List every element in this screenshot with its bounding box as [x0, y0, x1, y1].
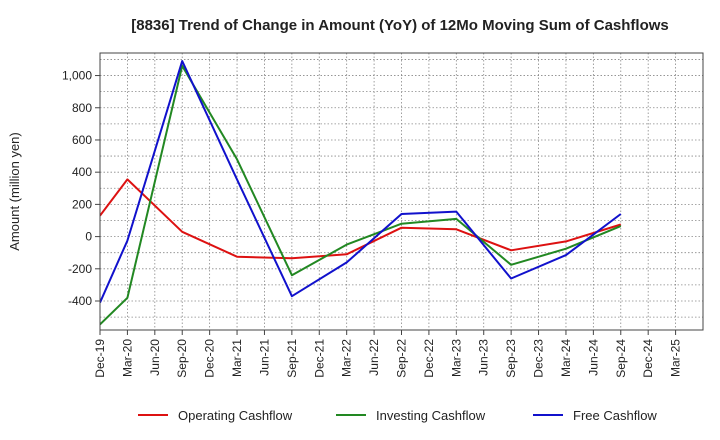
x-tick-label: Sep-24: [614, 339, 628, 378]
legend: Operating Cashflow Investing Cashflow Free…: [138, 408, 657, 423]
series-line-operating-cashflow: [100, 178, 622, 260]
legend-label-operating-cashflow: Operating Cashflow: [178, 408, 293, 423]
x-tick-label: Dec-21: [312, 339, 326, 378]
x-tick-label: Jun-21: [257, 339, 271, 376]
x-tick-label: Sep-20: [175, 339, 189, 378]
y-tick-label: 600: [72, 133, 92, 147]
y-tick-label: -400: [68, 294, 92, 308]
x-tick-label: Dec-19: [93, 339, 107, 378]
x-tick-label: Sep-21: [285, 339, 299, 378]
chart-title: [8836] Trend of Change in Amount (YoY) o…: [131, 17, 669, 34]
x-tick-label: Dec-20: [203, 339, 217, 378]
series-lines: [100, 60, 622, 326]
series-line-investing-cashflow: [100, 64, 622, 326]
x-tick-label: Mar-23: [449, 339, 463, 377]
legend-label-investing-cashflow: Investing Cashflow: [376, 408, 486, 423]
x-tick-label: Dec-24: [641, 339, 655, 378]
y-tick-label: 1,000: [62, 69, 92, 83]
grid-lines: [100, 53, 703, 330]
x-tick-label: Mar-22: [340, 339, 354, 377]
x-tick-labels: Dec-19 Mar-20 Jun-20 Sep-20 Dec-20 Mar-21 Jun-…: [93, 330, 683, 378]
x-tick-label: Mar-25: [669, 339, 683, 377]
x-tick-label: Mar-21: [230, 339, 244, 377]
x-tick-label: Jun-20: [148, 339, 162, 376]
series-line-free-cashflow: [100, 60, 622, 304]
y-axis-label: Amount (million yen): [7, 132, 22, 251]
x-tick-label: Dec-23: [532, 339, 546, 378]
y-tick-label: 0: [85, 230, 92, 244]
legend-label-free-cashflow: Free Cashflow: [573, 408, 657, 423]
x-tick-label: Jun-24: [586, 339, 600, 376]
y-tick-labels: -400 -200 0 200 400 600 800 1,000: [62, 69, 100, 308]
x-tick-label: Mar-24: [559, 339, 573, 377]
x-tick-label: Sep-22: [395, 339, 409, 378]
y-tick-label: -200: [68, 262, 92, 276]
x-tick-label: Jun-23: [477, 339, 491, 376]
y-tick-label: 200: [72, 197, 92, 211]
x-tick-label: Mar-20: [120, 339, 134, 377]
x-tick-label: Sep-23: [504, 339, 518, 378]
y-tick-label: 400: [72, 165, 92, 179]
y-tick-label: 800: [72, 101, 92, 115]
x-tick-label: Jun-22: [367, 339, 381, 376]
x-tick-label: Dec-22: [422, 339, 436, 378]
